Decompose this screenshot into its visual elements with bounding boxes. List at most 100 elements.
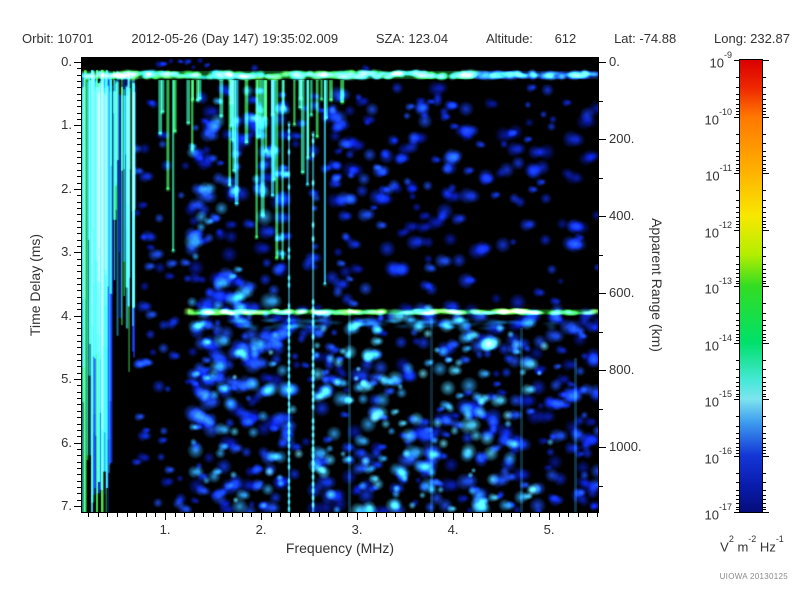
- y-minor-tick: [77, 258, 81, 260]
- x-minor-tick: [88, 513, 90, 517]
- x-minor-tick: [462, 513, 464, 517]
- colorbar-minor-tick: [736, 99, 740, 101]
- colorbar-major-tick: [734, 286, 740, 287]
- x-minor-tick: [433, 513, 435, 517]
- colorbar-major-tick: [762, 342, 769, 344]
- colorbar-minor-tick: [736, 359, 740, 361]
- x-minor-tick: [270, 513, 272, 517]
- y2-major-tick: [599, 293, 606, 294]
- y-minor-tick: [77, 271, 81, 273]
- y-minor-tick: [77, 264, 81, 266]
- x-minor-tick: [577, 513, 579, 517]
- y2-major-tick: [599, 62, 606, 63]
- colorbar-minor-tick: [762, 277, 766, 279]
- y-tick-label: 3.: [61, 244, 72, 260]
- colorbar-major-tick: [734, 173, 740, 174]
- colorbar-minor-tick: [762, 160, 766, 162]
- x-minor-tick: [443, 513, 445, 517]
- altitude-field: Altitude: 612: [485, 31, 577, 46]
- y-minor-tick: [77, 499, 81, 501]
- x-minor-tick: [558, 513, 560, 517]
- x-minor-tick: [213, 513, 215, 517]
- colorbar-tick-label: 10-16: [704, 445, 732, 466]
- colorbar-minor-tick: [736, 170, 740, 172]
- colorbar-minor-tick: [762, 273, 766, 275]
- y2-tick-label: 800.: [609, 362, 635, 377]
- watermark-credit: UIOWA 20130125: [719, 572, 788, 581]
- y-minor-tick: [77, 74, 81, 76]
- colorbar-tick-label: 10-11: [705, 163, 732, 184]
- datetime-field: 2012-05-26 (Day 147) 19:35:02.009: [131, 31, 339, 46]
- colorbar-major-tick: [762, 399, 769, 400]
- colorbar-major-tick: [762, 116, 769, 118]
- y-minor-tick: [77, 81, 81, 83]
- y-minor-tick: [77, 100, 81, 102]
- y2-tick-label: 1000.: [609, 439, 642, 454]
- colorbar-minor-tick: [762, 482, 766, 484]
- colorbar-minor-tick: [736, 155, 740, 157]
- x-minor-tick: [481, 513, 483, 517]
- colorbar-minor-tick: [762, 386, 766, 388]
- y-minor-tick: [77, 372, 81, 374]
- x-minor-tick: [347, 513, 349, 517]
- colorbar-minor-tick: [762, 207, 766, 209]
- colorbar-minor-tick: [736, 472, 740, 474]
- colorbar-minor-tick: [762, 216, 766, 218]
- x-minor-tick: [376, 513, 378, 517]
- x-tick-label: 4.: [447, 522, 459, 537]
- colorbar-major-tick: [734, 512, 740, 513]
- colorbar-minor-tick: [762, 103, 766, 105]
- colorbar-minor-tick: [762, 337, 766, 339]
- colorbar-minor-tick: [736, 499, 740, 501]
- colorbar-minor-tick: [762, 499, 766, 501]
- y-minor-tick: [77, 150, 81, 152]
- colorbar-minor-tick: [736, 277, 740, 279]
- y2-major-tick: [599, 216, 606, 217]
- x-minor-tick: [136, 513, 138, 517]
- x-minor-tick: [251, 513, 253, 517]
- colorbar-minor-tick: [762, 167, 766, 169]
- x-minor-tick: [414, 513, 416, 517]
- x-minor-tick: [424, 513, 426, 517]
- y-minor-tick: [77, 360, 81, 362]
- x-major-tick: [453, 513, 455, 520]
- y-minor-tick: [77, 474, 81, 476]
- colorbar-minor-tick: [736, 386, 740, 388]
- x-minor-tick: [405, 513, 407, 517]
- y-tick-label: 2.: [61, 180, 72, 196]
- y-major-tick: [74, 188, 81, 190]
- y2-minor-tick: [599, 485, 603, 487]
- colorbar-minor-tick: [762, 86, 766, 88]
- y2-tick-label: 0.: [609, 54, 620, 69]
- colorbar-minor-tick: [762, 472, 766, 474]
- x-minor-tick: [222, 513, 224, 517]
- x-minor-tick: [289, 513, 291, 517]
- colorbar-major-tick: [734, 60, 740, 61]
- colorbar-minor-tick: [736, 268, 740, 270]
- y-major-tick: [74, 61, 81, 63]
- colorbar-minor-tick: [762, 224, 766, 226]
- colorbar-minor-tick: [736, 452, 740, 454]
- y-minor-tick: [77, 68, 81, 70]
- x-minor-tick: [184, 513, 186, 517]
- y-major-tick: [74, 125, 81, 127]
- y-minor-tick: [77, 328, 81, 330]
- colorbar-minor-tick: [762, 99, 766, 101]
- colorbar-minor-tick: [762, 509, 766, 511]
- colorbar-minor-tick: [762, 283, 766, 285]
- colorbar-minor-tick: [762, 438, 766, 440]
- spectrogram-plot-area: [81, 57, 599, 513]
- colorbar-minor-tick: [736, 339, 740, 341]
- x-minor-tick: [193, 513, 195, 517]
- y-minor-tick: [77, 404, 81, 406]
- x-minor-tick: [117, 513, 119, 517]
- y-minor-tick: [77, 398, 81, 400]
- colorbar-minor-tick: [762, 425, 766, 427]
- y-major-tick: [74, 442, 81, 444]
- y-minor-tick: [77, 493, 81, 495]
- colorbar-minor-tick: [762, 381, 766, 383]
- y-minor-tick: [77, 93, 81, 95]
- colorbar-minor-tick: [762, 150, 766, 152]
- colorbar-minor-tick: [736, 442, 740, 444]
- y-minor-tick: [77, 106, 81, 108]
